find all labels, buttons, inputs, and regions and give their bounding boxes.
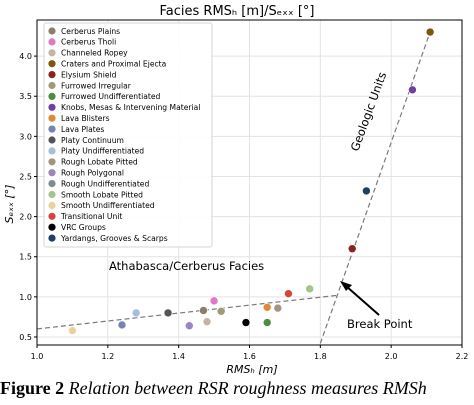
data-point [273, 303, 283, 313]
legend-entry-label: Rough Undifferentiated [61, 179, 149, 188]
y-tick-label: 1.5 [19, 253, 32, 262]
data-point [202, 317, 212, 327]
data-point [284, 289, 293, 298]
data-point [262, 302, 272, 312]
legend-entry-label: Platy Undifferentiated [61, 147, 144, 156]
chart-title: Facies RMSₕ [m]/Sₑₓₓ [°] [160, 4, 315, 19]
legend-marker [48, 103, 56, 111]
data-point [305, 284, 315, 294]
legend-entry-label: Yardangs, Grooves & Scarps [60, 234, 168, 243]
legend: Cerberus Plains Cerberus Tholi Channeled R… [43, 22, 213, 248]
legend-entry-label: Cerberus Plains [61, 27, 120, 36]
legend-marker [48, 212, 56, 220]
data-point [163, 308, 173, 318]
data-points [68, 27, 435, 335]
legend-marker [48, 27, 56, 35]
trend-line [36, 294, 339, 330]
y-tick-label: 2.5 [19, 172, 32, 181]
legend-marker [48, 180, 56, 188]
legend-marker [48, 125, 56, 133]
legend-entry-label: Knobs, Mesas & Intervening Material [61, 103, 200, 112]
legend-marker [48, 81, 56, 90]
data-point [68, 326, 77, 335]
legend-marker [48, 71, 56, 79]
legend-entry-label: Smooth Undifferentiated [61, 201, 155, 210]
legend-marker [48, 49, 56, 57]
annotation-athabasca-cerberus: Athabasca/Cerberus Facies [109, 259, 264, 273]
legend-entry-label: Smooth Lobate Pitted [61, 190, 143, 199]
legend-marker [48, 92, 56, 100]
legend-entry-label: Lava Plates [61, 125, 104, 134]
figure-caption-label: Figure 2 [0, 378, 65, 398]
legend-entry-label: Furrowed Irregular [61, 81, 132, 90]
x-tick-label: 2.0 [385, 352, 398, 361]
data-point [131, 308, 141, 318]
legend-entry-label: Channeled Ropey [61, 49, 128, 58]
legend-entry-label: Lava Blisters [61, 114, 110, 123]
legend-entry-label: Furrowed Undifferentiated [61, 92, 161, 101]
legend-entry-label: Platy Continuum [61, 136, 124, 145]
legend-marker [48, 147, 56, 155]
data-point [199, 306, 208, 315]
x-tick-label: 1.6 [243, 352, 256, 361]
legend-entry-label: VRC Groups [61, 223, 106, 232]
y-tick-label: 1.0 [19, 293, 32, 302]
y-tick-label: 4.0 [19, 52, 32, 61]
legend-entry-label: Elysium Shield [61, 70, 117, 79]
x-tick-label: 1.4 [172, 352, 185, 361]
legend-marker [48, 223, 56, 231]
trend-lines [36, 31, 431, 344]
legend-entry-label: Rough Lobate Pitted [61, 158, 138, 167]
data-point [216, 306, 226, 316]
data-point [425, 27, 435, 37]
data-point [184, 321, 194, 331]
legend-entry-label: Rough Polygonal [61, 169, 124, 178]
legend-marker [48, 190, 56, 199]
y-tick-label: 0.5 [19, 333, 32, 342]
y-axis-label: Sₑₓₓ [°] [3, 185, 16, 224]
data-point [347, 244, 357, 254]
legend-box [43, 22, 213, 248]
figure-caption: Figure 2 Relation between RSR roughness … [0, 378, 474, 405]
legend-marker [48, 158, 56, 166]
legend-marker [48, 60, 56, 68]
axis-ticks: 1.0 1.2 1.4 1.6 1.8 2.0 2.2 0.5 1.0 1.5 2.0 2.5 3.0 3… [19, 52, 468, 361]
data-point [209, 296, 219, 306]
x-tick-label: 2.2 [456, 352, 469, 361]
data-point [241, 318, 251, 327]
trend-line [319, 31, 431, 344]
data-point [408, 85, 417, 95]
break-point-arrow [340, 281, 380, 316]
data-point [362, 186, 371, 196]
legend-marker [48, 201, 56, 209]
y-tick-label: 2.0 [19, 213, 32, 222]
legend-entry-label: Craters and Proximal Ejecta [61, 60, 166, 69]
legend-marker [48, 136, 56, 144]
x-tick-label: 1.8 [314, 352, 327, 361]
x-tick-label: 1.2 [101, 352, 114, 361]
data-point [262, 318, 272, 327]
data-point [117, 320, 127, 330]
y-tick-label: 3.0 [19, 132, 32, 141]
annotation-break-point: Break Point [347, 317, 413, 331]
legend-marker [48, 114, 56, 122]
legend-marker [48, 169, 56, 177]
y-tick-label: 3.5 [19, 92, 32, 101]
x-tick-label: 1.0 [31, 352, 44, 361]
legend-entry-label: Cerberus Tholi [61, 38, 116, 47]
legend-entry-label: Transitional Unit [60, 212, 122, 221]
figure-caption-text: Relation between RSR roughness measures … [64, 378, 427, 398]
chart: 1.0 1.2 1.4 1.6 1.8 2.0 2.2 0.5 1.0 1.5 2.0 2.5 3.0 3… [3, 4, 469, 376]
x-axis-label: RMSₕ [m] [226, 363, 277, 376]
legend-marker [48, 234, 56, 242]
plot-frame [36, 19, 463, 346]
legend-marker [48, 38, 56, 46]
